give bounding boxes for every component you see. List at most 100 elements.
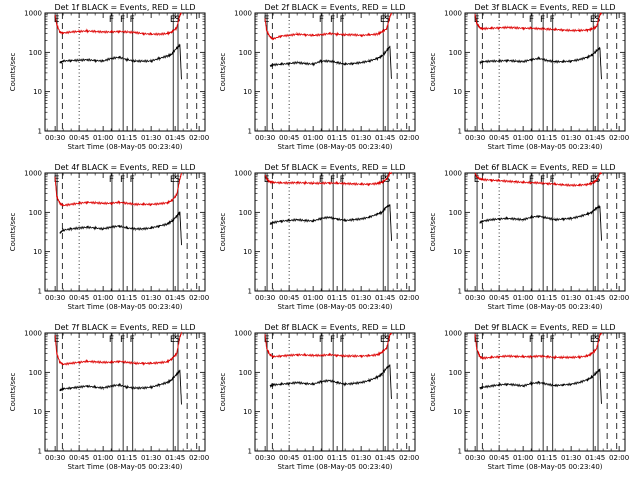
y-tick-label: 1000 — [24, 10, 42, 18]
y-tick-label: 1000 — [234, 10, 252, 18]
marker-letter: F — [130, 175, 135, 185]
events-series-line — [59, 211, 182, 246]
x-tick-label: 02:00 — [399, 294, 419, 302]
events-series-line — [479, 368, 602, 404]
marker-letter: E — [264, 15, 270, 25]
marker-letter: E — [380, 335, 386, 345]
x-tick-label: 01:30 — [561, 454, 581, 462]
marker-letter: F — [120, 335, 125, 345]
x-tick-label: 01:30 — [351, 134, 371, 142]
x-axis-label: Start Time (08-May-05 00:23:40) — [67, 463, 182, 471]
y-tick-label: 100 — [29, 209, 42, 217]
y-tick-label: 1000 — [234, 330, 252, 338]
y-tick-label: 1 — [248, 448, 252, 456]
y-tick-label: 1 — [458, 128, 462, 136]
marker-letter: E — [590, 335, 596, 345]
plot-frame — [464, 332, 626, 452]
plot-title: Det 5f BLACK = Events, RED = LLD — [264, 163, 405, 172]
marker-letter: F — [529, 175, 534, 185]
y-tick-label: 10 — [453, 248, 462, 256]
x-axis-label: Start Time (08-May-05 00:23:40) — [487, 303, 602, 311]
plot-title: Det 4f BLACK = Events, RED = LLD — [54, 163, 195, 172]
x-tick-label: 00:30 — [45, 134, 65, 142]
marker-letter: E — [380, 15, 386, 25]
y-tick-label: 100 — [239, 49, 252, 57]
x-tick-label: 01:30 — [351, 454, 371, 462]
y-tick-label: 1000 — [444, 330, 462, 338]
plot-frame — [464, 172, 626, 292]
x-tick-label: 02:00 — [399, 454, 419, 462]
y-tick-label: 1 — [458, 448, 462, 456]
x-axis-label: Start Time (08-May-05 00:23:40) — [277, 143, 392, 151]
y-tick-label: 100 — [29, 49, 42, 57]
y-tick-label: 1000 — [444, 170, 462, 178]
x-tick-label: 01:15 — [327, 294, 347, 302]
y-tick-label: 1 — [458, 288, 462, 296]
x-tick-label: 00:30 — [255, 134, 275, 142]
x-tick-label: 02:00 — [609, 454, 629, 462]
plot-frame — [44, 332, 206, 452]
lld-series-line — [54, 12, 182, 37]
x-tick-label: 01:30 — [141, 134, 161, 142]
x-tick-label: 01:45 — [165, 294, 185, 302]
x-tick-label: 02:00 — [189, 294, 209, 302]
x-tick-label: 01:45 — [585, 454, 605, 462]
x-tick-label: 00:45 — [279, 294, 299, 302]
x-tick-label: 02:00 — [609, 294, 629, 302]
marker-letter: F — [319, 175, 324, 185]
events-series-line — [59, 369, 182, 405]
lld-series-line — [264, 12, 392, 41]
x-tick-label: 01:00 — [93, 454, 113, 462]
marker-letter: E — [54, 15, 60, 25]
marker-letter: S — [385, 175, 391, 185]
marker-letter: F — [130, 15, 135, 25]
x-tick-label: 01:15 — [537, 454, 557, 462]
marker-letter: S — [595, 335, 601, 345]
y-tick-label: 10 — [243, 248, 252, 256]
x-tick-label: 01:30 — [351, 294, 371, 302]
events-series-line — [269, 45, 392, 79]
marker-letter: E — [54, 175, 60, 185]
x-tick-label: 01:15 — [537, 294, 557, 302]
x-tick-label: 01:45 — [165, 134, 185, 142]
marker-letter: F — [340, 335, 345, 345]
lld-series-line — [264, 171, 392, 187]
marker-letter: E — [170, 15, 176, 25]
x-tick-label: 00:30 — [465, 454, 485, 462]
lld-series-line — [54, 172, 182, 207]
x-tick-label: 00:45 — [69, 134, 89, 142]
x-tick-label: 00:30 — [465, 134, 485, 142]
x-tick-label: 02:00 — [189, 134, 209, 142]
x-tick-label: 00:45 — [489, 454, 509, 462]
y-tick-label: 1 — [248, 128, 252, 136]
x-tick-label: 01:15 — [117, 454, 137, 462]
y-tick-label: 10 — [33, 88, 42, 96]
x-tick-label: 00:45 — [69, 294, 89, 302]
marker-letter: F — [550, 175, 555, 185]
y-tick-label: 1 — [248, 288, 252, 296]
plot-title: Det 7f BLACK = Events, RED = LLD — [54, 323, 195, 332]
plot-frame — [464, 12, 626, 132]
x-tick-label: 01:15 — [327, 134, 347, 142]
marker-letter: F — [120, 175, 125, 185]
lld-series-line — [54, 331, 182, 367]
plot-title: Det 1f BLACK = Events, RED = LLD — [54, 3, 195, 12]
marker-letter: S — [385, 15, 391, 25]
x-axis-label: Start Time (08-May-05 00:23:40) — [67, 143, 182, 151]
x-tick-label: 02:00 — [609, 134, 629, 142]
x-tick-label: 01:45 — [165, 454, 185, 462]
y-tick-label: 1000 — [234, 170, 252, 178]
plot-title: Det 9f BLACK = Events, RED = LLD — [474, 323, 615, 332]
marker-letter: E — [170, 335, 176, 345]
plot-frame — [254, 172, 416, 292]
x-tick-label: 01:30 — [141, 454, 161, 462]
x-tick-label: 01:45 — [375, 134, 395, 142]
x-tick-label: 00:45 — [279, 134, 299, 142]
x-tick-label: 00:45 — [279, 454, 299, 462]
events-series-line — [479, 46, 602, 80]
plot-title: Det 2f BLACK = Events, RED = LLD — [264, 3, 405, 12]
marker-letter: S — [385, 335, 391, 345]
y-axis-label: Counts/sec — [9, 373, 17, 412]
